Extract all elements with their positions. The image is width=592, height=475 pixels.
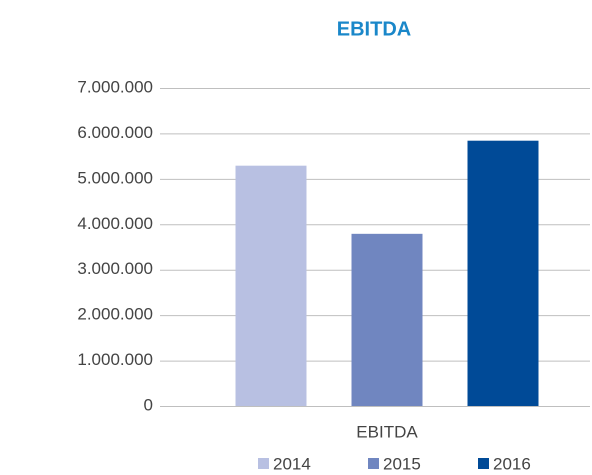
- x-tick-label: EBITDA: [356, 422, 418, 441]
- chart-title: EBITDA: [337, 18, 411, 40]
- legend-swatch: [368, 458, 379, 469]
- y-tick-label: 7.000.000: [77, 77, 153, 96]
- legend-swatch: [258, 458, 269, 469]
- legend-swatch: [478, 458, 489, 469]
- y-tick-label: 4.000.000: [77, 214, 153, 233]
- legend-label: 2014: [273, 454, 311, 473]
- y-tick-label: 3.000.000: [77, 259, 153, 278]
- legend-label: 2015: [383, 454, 421, 473]
- bar: [467, 140, 539, 406]
- bar: [235, 165, 307, 406]
- y-tick-label: 5.000.000: [77, 168, 153, 187]
- y-tick-label: 1.000.000: [77, 350, 153, 369]
- y-tick-label: 2.000.000: [77, 305, 153, 324]
- legend-label: 2016: [493, 454, 531, 473]
- bar: [351, 233, 423, 406]
- y-tick-label: 0: [144, 395, 153, 414]
- y-tick-label: 6.000.000: [77, 123, 153, 142]
